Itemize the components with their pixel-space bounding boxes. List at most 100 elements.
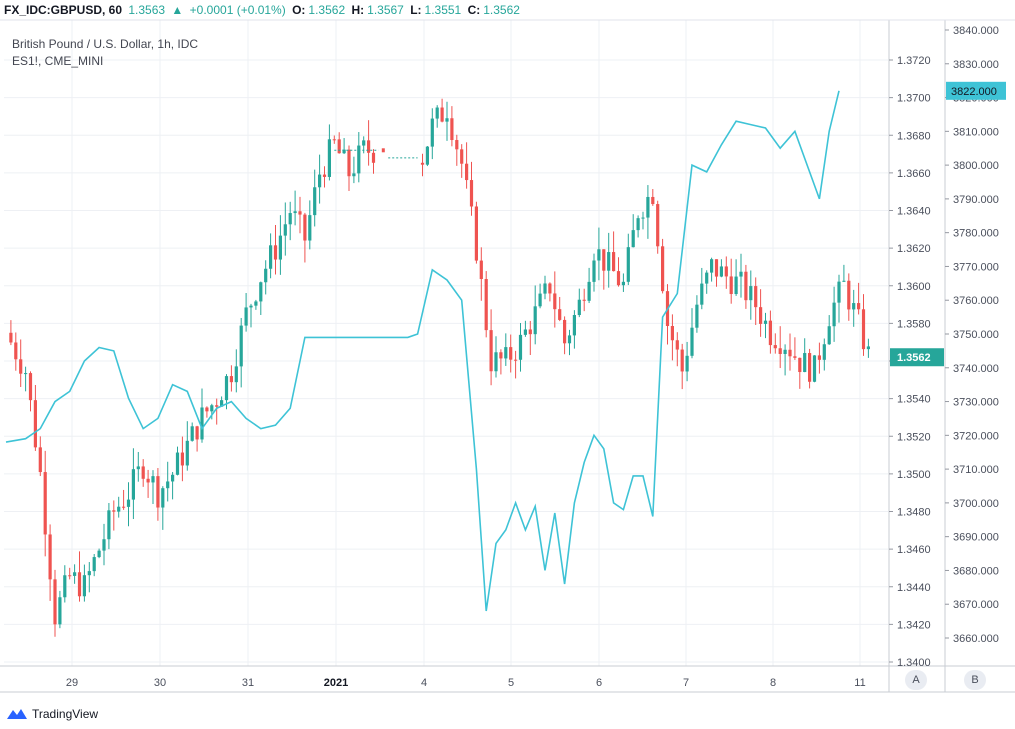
legend-compare-series[interactable]: ES1!, CME_MINI — [12, 54, 104, 68]
symbol-name[interactable]: FX_IDC:GBPUSD, 60 — [4, 3, 123, 17]
es1-tick-label: 3770.000 — [953, 261, 999, 273]
high-label: H: — [351, 3, 365, 17]
gbpusd-candle-body — [616, 271, 621, 286]
gbpusd-candle-body — [107, 510, 111, 540]
gbpusd-candle-body — [523, 329, 527, 335]
gbpusd-candle-body — [278, 235, 282, 260]
gbpusd-candle-body — [509, 347, 513, 360]
time-tick-label: 7 — [683, 677, 689, 689]
tradingview-brand[interactable]: TradingView — [32, 707, 99, 721]
gbpusd-candle-body — [53, 579, 57, 625]
gbpusd-candle-body — [19, 359, 23, 374]
gbpusd-candle-body — [612, 252, 616, 272]
gbpusd-candle-body — [572, 315, 576, 336]
gbpusd-candle-body — [77, 572, 82, 597]
es1-tick-label: 3810.000 — [953, 126, 999, 138]
gbpusd-candle-body — [171, 474, 175, 482]
es1-tick-label: 3830.000 — [953, 59, 999, 71]
gbpusd-candle-body — [533, 306, 537, 335]
time-axis[interactable]: 29 30 31 2021 4 5 6 7 8 11 — [66, 677, 866, 689]
gbpusd-candle-body — [695, 304, 699, 328]
gbpusd-candle-body — [582, 299, 586, 301]
gbpusd-candle-body — [558, 309, 562, 320]
pane-border — [0, 19, 1015, 693]
gbpusd-candle-body — [175, 452, 180, 475]
gbpusd-candle-body — [28, 373, 33, 401]
price-tick-label: 1.3640 — [897, 206, 931, 218]
gbpusd-price-axis[interactable]: 1.3400 1.3420 1.3440 1.3460 1.3480 1.3500 1.35… — [889, 55, 944, 669]
gbpusd-candle-body — [180, 452, 184, 466]
gbpusd-candle-body — [332, 139, 336, 141]
tradingview-logo-icon[interactable] — [6, 707, 28, 721]
gbpusd-candle-body — [450, 118, 454, 141]
gbpusd-candle-body — [122, 506, 126, 508]
gbpusd-candle-body — [318, 174, 322, 188]
gbpusd-candle-body — [474, 206, 478, 261]
gbpusd-candle-body — [244, 307, 248, 326]
gbpusd-candle-body — [48, 534, 52, 580]
gbpusd-candle-body — [651, 196, 655, 205]
gbpusd-candle-body — [621, 281, 625, 286]
gbpusd-candle-body — [141, 466, 145, 479]
gbpusd-candle-body — [680, 349, 684, 372]
gbpusd-candle-body — [420, 162, 425, 165]
chart-grid — [4, 20, 888, 666]
low-label: L: — [410, 3, 422, 17]
es1-tick-label: 3840.000 — [953, 25, 999, 37]
gbpusd-candle-body — [82, 575, 86, 597]
es1-tick-label: 3750.000 — [953, 329, 999, 341]
es1-tick-label: 3780.000 — [953, 228, 999, 240]
axis-a-button[interactable]: A — [905, 670, 927, 690]
gbpusd-candle-body — [249, 305, 253, 308]
gbpusd-candle-body — [9, 332, 13, 343]
gbpusd-candle-body — [126, 499, 131, 507]
gbpusd-candle-body — [538, 293, 542, 307]
gbpusd-candle-body — [822, 344, 826, 360]
time-tick-label: 30 — [154, 677, 166, 689]
gbpusd-candle-body — [494, 352, 498, 372]
gbpusd-candle-body — [234, 366, 238, 383]
gbpusd-candle-body — [440, 107, 444, 122]
gbpusd-candle-body — [861, 309, 866, 350]
time-tick-label: 5 — [508, 677, 514, 689]
gbpusd-candle-body — [744, 271, 748, 301]
price-tick-label: 1.3420 — [897, 619, 931, 631]
gbpusd-candle-body — [117, 506, 121, 512]
gbpusd-candle-body — [842, 280, 846, 282]
gbpusd-candle-body — [97, 550, 101, 558]
chart-legend: British Pound / U.S. Dollar, 1h, IDC ES1… — [12, 36, 198, 70]
legend-main-series[interactable]: British Pound / U.S. Dollar, 1h, IDC — [12, 37, 199, 51]
gbpusd-candle-body — [337, 139, 341, 154]
gbpusd-candle-body — [793, 356, 797, 358]
es1-tick-label: 3790.000 — [953, 194, 999, 206]
es1-tick-label: 3700.000 — [953, 498, 999, 510]
gbpusd-candle-body — [773, 345, 777, 349]
gbpusd-candle-body — [778, 348, 782, 354]
es1-tick-label: 3800.000 — [953, 160, 999, 172]
price-change: +0.0001 (+0.01%) — [189, 3, 286, 17]
price-tick-label: 1.3460 — [897, 544, 931, 556]
gbpusd-candle-body — [783, 349, 787, 354]
gbpusd-candle-body — [460, 149, 464, 164]
gbpusd-candle-body — [151, 476, 155, 483]
gbpusd-candle-body — [367, 140, 371, 153]
es1-price-axis[interactable]: 3660.000 3670.000 3680.000 3690.000 3700.000… — [945, 25, 1006, 645]
gbpusd-candle-body — [92, 557, 96, 572]
gbpusd-candle-body — [273, 245, 278, 260]
axis-b-button[interactable]: B — [964, 670, 986, 690]
price-tick-label: 1.3520 — [897, 431, 931, 443]
price-tick-label: 1.3620 — [897, 243, 931, 255]
price-tick-label: 1.3540 — [897, 394, 931, 406]
low-value: 1.3551 — [424, 3, 462, 17]
es1-tick-label: 3710.000 — [953, 464, 999, 476]
gbpusd-candle-body — [156, 476, 160, 508]
gbpusd-candle-body — [371, 152, 376, 163]
gbpusd-candle-body — [514, 359, 518, 361]
gbpusd-candle-body — [817, 355, 821, 360]
gbpusd-candle-body — [724, 266, 728, 277]
gbpusd-candle-body — [308, 215, 312, 241]
es1-tick-label: 3690.000 — [953, 532, 999, 544]
gbpusd-candle-body — [749, 286, 753, 301]
gbpusd-candle-body — [866, 346, 870, 350]
